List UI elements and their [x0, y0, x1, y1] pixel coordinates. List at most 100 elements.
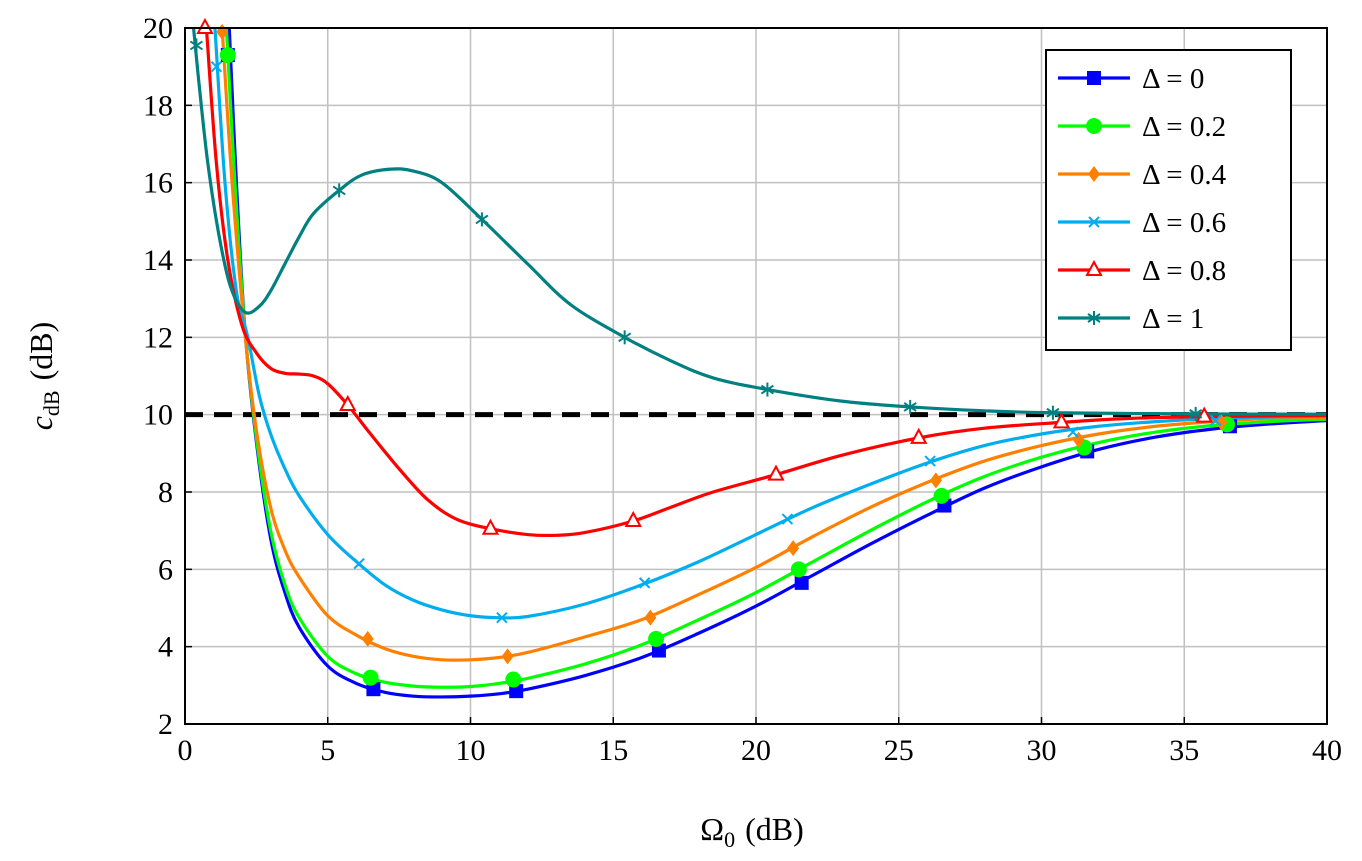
x-marker [353, 557, 365, 570]
star-mark [332, 185, 346, 196]
star-marker [332, 183, 346, 198]
x-marker [638, 577, 651, 589]
square-marker [366, 682, 381, 697]
diamond-marker [787, 540, 800, 557]
circle-marker [648, 630, 665, 647]
circle-marker [1086, 118, 1102, 134]
circle-marker [933, 487, 950, 504]
legend-item: Δ = 1 [1058, 303, 1204, 335]
circle-mark [790, 561, 807, 578]
series-line [213, 28, 1327, 620]
star-mark [618, 332, 632, 343]
x-tick-label: 0 [178, 734, 193, 767]
star-mark [189, 40, 203, 51]
x-tick-label: 25 [884, 734, 914, 767]
x-mark [1067, 426, 1079, 438]
diamond-marker [644, 609, 657, 626]
star-mark [903, 402, 917, 412]
square-marker [794, 575, 809, 590]
diamond-mark [361, 630, 374, 647]
star-marker [618, 330, 632, 345]
legend-label: Δ = 0.6 [1142, 207, 1226, 239]
square-mark [366, 682, 381, 697]
square-marker [651, 643, 666, 658]
diamond-mark [501, 648, 514, 665]
circle-mark [1086, 118, 1102, 134]
x-marker [781, 513, 794, 525]
legend-item: Δ = 0.2 [1058, 111, 1226, 143]
x-mark [353, 557, 365, 570]
square-mark [1087, 71, 1101, 85]
circle-marker [505, 671, 522, 688]
x-marker [924, 455, 936, 467]
x-marker [1209, 414, 1222, 427]
triangle-mark [339, 394, 357, 411]
x-marker [1088, 216, 1100, 228]
triangle-mark [196, 17, 214, 34]
y-tick-label: 12 [143, 321, 173, 354]
triangle-mark [1052, 412, 1071, 429]
x-mark [1209, 414, 1222, 427]
legend-item: Δ = 0.6 [1058, 207, 1226, 239]
star-marker [1189, 406, 1203, 421]
x-mark [1088, 216, 1100, 228]
legend-item: Δ = 0 [1058, 63, 1204, 95]
x-tick-label: 10 [456, 734, 486, 767]
x-tick-label: 35 [1169, 734, 1199, 767]
diamond-mark [787, 540, 800, 557]
circle-mark [648, 630, 665, 647]
legend: Δ = 0 Δ = 0.2 Δ = 0.4 Δ = 0.6 Δ = 0.8 Δ = 1 [1045, 49, 1292, 351]
circle-marker [362, 669, 379, 686]
square-mark [651, 643, 666, 658]
triangle-marker [481, 518, 500, 535]
star-marker [475, 212, 489, 227]
x-marker [210, 60, 223, 73]
diamond-mark [1088, 166, 1100, 182]
star-marker [1087, 311, 1101, 325]
x-tick-label: 20 [741, 734, 771, 767]
triangle-marker [910, 427, 928, 444]
x-mark [638, 577, 651, 589]
series-line [204, 28, 1327, 538]
circle-mark [362, 669, 379, 686]
triangle-marker [767, 464, 785, 481]
x-tick-label: 30 [1027, 734, 1057, 767]
y-tick-label: 2 [158, 708, 173, 741]
triangle-mark [767, 464, 785, 481]
triangle-marker [196, 17, 214, 34]
tick-labels: 0 5 10 15 20 25 30 35 40 2 4 6 8 10 12 14 16 18 20 [143, 12, 1342, 767]
legend-label: Δ = 0.2 [1142, 111, 1226, 143]
triangle-mark [910, 427, 928, 444]
triangle-mark [1085, 259, 1103, 276]
y-tick-label: 8 [158, 476, 173, 509]
legend-label: Δ = 1 [1142, 303, 1204, 335]
diamond-marker [361, 630, 374, 647]
x-tick-label: 40 [1312, 734, 1342, 767]
square-mark [794, 575, 809, 590]
legend-label: Δ = 0 [1142, 63, 1204, 95]
y-tick-label: 6 [158, 553, 173, 586]
x-axis-label: Ω0 (dB) [700, 811, 803, 852]
x-tick-label: 15 [598, 734, 628, 767]
star-marker [1046, 405, 1060, 420]
x-mark [496, 611, 508, 624]
square-marker [1087, 71, 1101, 85]
star-mark [1189, 409, 1203, 419]
square-marker [509, 684, 524, 699]
x-mark [781, 513, 794, 525]
y-tick-label: 4 [158, 631, 173, 664]
legend-box [1045, 49, 1292, 351]
triangle-marker [1085, 259, 1103, 276]
triangle-marker [624, 510, 642, 527]
x-mark [210, 60, 223, 73]
triangle-marker [339, 394, 357, 411]
legend-label: Δ = 0.8 [1142, 255, 1226, 287]
star-mark [1046, 407, 1060, 418]
y-tick-label: 16 [143, 167, 173, 200]
diamond-marker [1088, 166, 1100, 182]
square-mark [509, 684, 524, 699]
y-tick-label: 14 [143, 244, 173, 277]
y-tick-label: 10 [143, 399, 173, 432]
x-mark [924, 455, 936, 467]
